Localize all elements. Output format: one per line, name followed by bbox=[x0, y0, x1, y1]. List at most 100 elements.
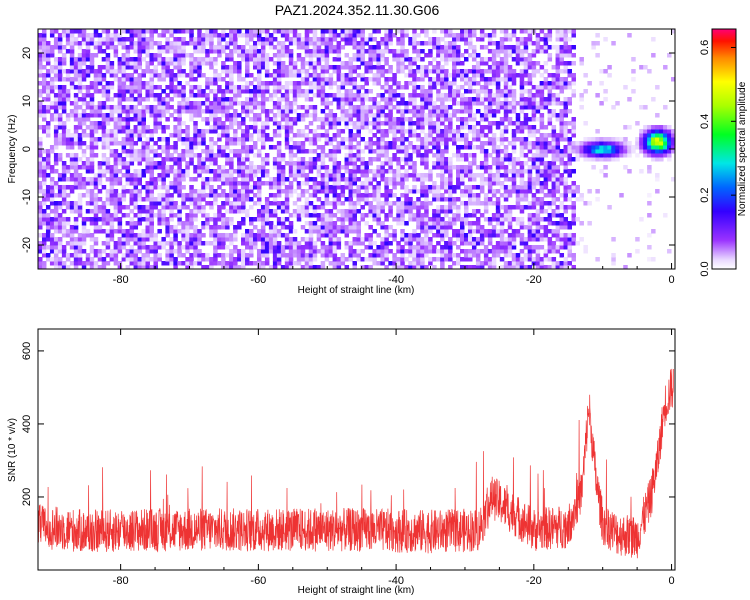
spectrogram-cell bbox=[181, 105, 186, 110]
spectrogram-cell bbox=[113, 29, 119, 34]
spectrogram-cell bbox=[121, 81, 127, 86]
spectrogram-cell bbox=[420, 253, 425, 258]
spectrogram-cell bbox=[487, 77, 493, 82]
spectrogram-cell bbox=[61, 197, 67, 202]
spectrogram-cell bbox=[209, 225, 214, 230]
spectrogram-cell bbox=[388, 85, 393, 90]
spectrogram-cell bbox=[471, 265, 477, 269]
spectrogram-cell bbox=[177, 85, 182, 90]
spectrogram-cell bbox=[213, 217, 218, 222]
spectrogram-cell bbox=[392, 257, 397, 262]
spectrogram-cell bbox=[495, 205, 501, 210]
spectrogram-cell bbox=[221, 33, 226, 38]
spectrogram-cell bbox=[475, 121, 481, 126]
spectrogram-cell bbox=[404, 185, 409, 190]
spectrogram-cell bbox=[69, 209, 75, 214]
spectrogram-cell bbox=[225, 81, 230, 86]
spectrogram-cell bbox=[97, 49, 103, 54]
spectrogram-cell bbox=[400, 53, 405, 58]
spectrogram-cell bbox=[38, 209, 43, 214]
spectrogram-cell bbox=[165, 29, 170, 34]
spectrogram-cell bbox=[364, 145, 369, 150]
spectrogram-cell bbox=[117, 229, 123, 234]
spectrogram-cell bbox=[276, 81, 282, 86]
spectrogram-cell bbox=[348, 141, 354, 146]
spectrogram-cell bbox=[157, 93, 162, 98]
spectrogram-cell bbox=[165, 93, 170, 98]
spectrogram-cell bbox=[503, 197, 509, 202]
spectrogram-cell bbox=[177, 221, 182, 226]
spectrogram-cell bbox=[424, 97, 429, 102]
spectrogram-cell bbox=[141, 133, 146, 138]
spectrogram-cell bbox=[85, 133, 91, 138]
spectrogram-cell bbox=[61, 129, 67, 134]
spectrogram-cell bbox=[312, 245, 318, 250]
spectrogram-cell bbox=[460, 109, 465, 114]
spectrogram-cell bbox=[507, 89, 513, 94]
spectrogram-cell bbox=[193, 105, 198, 110]
spectrogram-cell bbox=[416, 249, 421, 254]
spectrogram-cell bbox=[475, 89, 481, 94]
spectrogram-cell bbox=[448, 205, 453, 210]
spectrogram-cell bbox=[205, 181, 210, 186]
spectrogram-cell bbox=[197, 73, 202, 78]
spectrogram-cell bbox=[495, 121, 501, 126]
spectrogram-cell bbox=[97, 69, 103, 74]
spectrogram-cell bbox=[392, 141, 397, 146]
spectrogram-cell bbox=[276, 149, 282, 154]
spectrogram-cell bbox=[209, 193, 214, 198]
spectrogram-cell bbox=[105, 213, 111, 218]
spectrogram-cell bbox=[444, 229, 449, 234]
spectrogram-cell bbox=[352, 85, 357, 90]
spectrogram-cell bbox=[471, 221, 477, 226]
spectrogram-cell bbox=[467, 173, 473, 178]
spectrogram-cell bbox=[396, 85, 401, 90]
spectrogram-cell bbox=[38, 265, 43, 269]
spectrogram-cell bbox=[73, 105, 79, 110]
spectrogram-cell bbox=[479, 69, 485, 74]
spectrogram-cell bbox=[392, 117, 397, 122]
spectrogram-cell bbox=[205, 201, 210, 206]
spectrogram-cell bbox=[444, 125, 449, 130]
spectrogram-cell bbox=[491, 101, 497, 106]
spectrogram-cell bbox=[332, 65, 338, 70]
spectrogram-cell bbox=[408, 69, 413, 74]
spectrogram-cell bbox=[133, 97, 139, 102]
spectrogram-cell bbox=[189, 201, 194, 206]
spectrogram-cell bbox=[57, 45, 63, 50]
spectrogram-cell bbox=[388, 113, 393, 118]
spectrogram-cell bbox=[197, 173, 202, 178]
spectrogram-cell bbox=[109, 69, 115, 74]
spectrogram-cell bbox=[388, 189, 393, 194]
spectrogram-cell bbox=[113, 205, 119, 210]
spectrogram-cell bbox=[276, 261, 282, 266]
spectrogram-cell bbox=[420, 101, 425, 106]
spectrogram-cell bbox=[272, 225, 278, 230]
spectrogram-cell bbox=[296, 81, 302, 86]
spectrogram-cell bbox=[256, 29, 262, 34]
spectrogram-cell bbox=[38, 89, 43, 94]
spectrogram-cell bbox=[416, 69, 421, 74]
spectrogram-cell bbox=[460, 225, 465, 230]
spectrogram-cell bbox=[404, 65, 409, 70]
spectrogram-cell bbox=[444, 85, 449, 90]
spectrogram-cell bbox=[404, 49, 409, 54]
spectrogram-cell bbox=[491, 201, 497, 206]
spectrogram-cell bbox=[364, 197, 369, 202]
spectrogram-cell bbox=[205, 153, 210, 158]
spectrogram-cell bbox=[209, 81, 214, 86]
spectrogram-cell bbox=[221, 97, 226, 102]
spectrogram-cell bbox=[308, 265, 314, 269]
spectrogram-cell bbox=[260, 53, 266, 58]
spectrogram-cell bbox=[233, 229, 238, 234]
spectrogram-cell bbox=[101, 205, 107, 210]
spectrogram-cell bbox=[467, 233, 473, 238]
spectrogram-cell bbox=[121, 89, 127, 94]
spectrogram-cell bbox=[316, 173, 322, 178]
spectrogram-cell bbox=[125, 161, 131, 166]
spectrogram-cell bbox=[41, 161, 47, 166]
spectrogram-cell bbox=[229, 29, 234, 34]
spectrogram-cell bbox=[217, 125, 222, 130]
spectrogram-cell bbox=[145, 261, 150, 266]
spectrogram-cell bbox=[412, 37, 417, 42]
